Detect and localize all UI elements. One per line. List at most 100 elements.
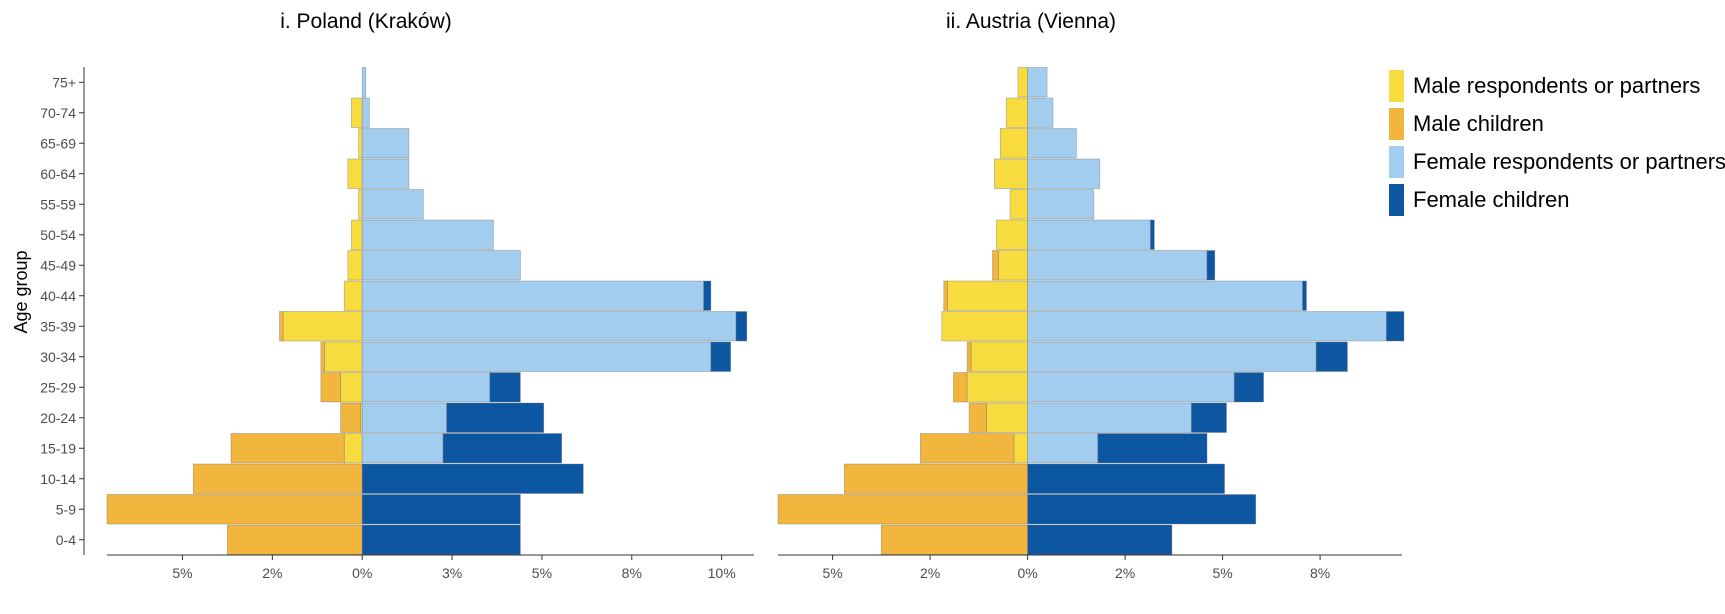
x-tick-label: 5% [172, 565, 192, 581]
bar-male-resp-35-39 [282, 311, 363, 342]
x-tick-label: 2% [920, 565, 940, 581]
y-axis-title: Age group [11, 250, 31, 333]
bar-female-resp-65-69 [361, 128, 410, 159]
bar-male-child-10-14 [192, 463, 363, 494]
bar-female-resp-40-44 [361, 280, 705, 311]
legend-swatch-male-child [1389, 108, 1404, 140]
bar-male-resp-70-74 [351, 97, 363, 128]
x-tick-label: 8% [1310, 565, 1330, 581]
y-tick-label: 70-74 [40, 105, 76, 121]
bar-female-child-35-39 [1386, 311, 1405, 342]
bar-male-child-15-19 [919, 433, 1015, 464]
panel-austria: 5% 2% 0% 2% 5% 8% [777, 67, 1405, 581]
bar-male-resp-15-19 [343, 433, 363, 464]
legend: Male respondents or partners Male childre… [1389, 70, 1725, 216]
bar-male-resp-50-54 [351, 219, 363, 250]
bar-female-resp-65-69 [1027, 128, 1077, 159]
y-tick-label: 40-44 [40, 288, 76, 304]
bar-female-child-0-4 [1027, 524, 1173, 555]
bar-male-child-10-14 [843, 463, 1028, 494]
bar-female-resp-75+ [361, 67, 367, 98]
x-tick-label: 3% [442, 565, 462, 581]
panel-1-title: i. Poland (Kraków) [280, 10, 452, 33]
bar-female-resp-35-39 [1027, 311, 1387, 342]
bar-female-resp-70-74 [361, 97, 370, 128]
bar-male-child-45-49 [992, 250, 999, 281]
bar-male-resp-35-39 [941, 311, 1028, 342]
bar-male-resp-65-69 [999, 128, 1028, 159]
y-tick-label: 75+ [52, 74, 76, 90]
y-tick-label: 35-39 [40, 318, 76, 334]
bar-male-child-5-9 [777, 494, 1028, 525]
y-tick-label: 30-34 [40, 349, 76, 365]
y-tick-label: 65-69 [40, 135, 76, 151]
bar-male-resp-25-29 [340, 372, 363, 403]
bar-female-resp-30-34 [1027, 341, 1317, 372]
bar-female-child-40-44 [703, 280, 712, 311]
bar-female-resp-30-34 [361, 341, 712, 372]
bar-male-resp-75+ [1017, 67, 1028, 98]
bar-female-child-25-29 [1233, 372, 1264, 403]
bar-female-child-45-49 [1206, 250, 1216, 281]
bar-female-child-10-14 [361, 463, 584, 494]
y-tick-label: 25-29 [40, 379, 76, 395]
bar-female-resp-25-29 [361, 372, 491, 403]
bar-female-resp-35-39 [361, 311, 737, 342]
bar-female-resp-45-49 [1027, 250, 1208, 281]
bar-female-resp-40-44 [1027, 280, 1303, 311]
bar-female-child-25-29 [489, 372, 521, 403]
bar-male-resp-70-74 [1005, 97, 1028, 128]
bar-male-resp-45-49 [997, 250, 1028, 281]
bar-male-child-30-34 [966, 341, 972, 372]
legend-label-male-child: Male children [1413, 111, 1544, 136]
bar-female-resp-50-54 [361, 219, 494, 250]
bar-male-resp-60-64 [994, 158, 1028, 189]
y-tick-label: 10-14 [40, 471, 76, 487]
bar-male-resp-40-44 [947, 280, 1028, 311]
y-tick-label: 60-64 [40, 166, 76, 182]
bar-female-child-15-19 [442, 433, 563, 464]
bar-female-resp-60-64 [1027, 158, 1101, 189]
y-tick-label: 50-54 [40, 227, 76, 243]
bar-male-resp-15-19 [1013, 433, 1028, 464]
bar-female-child-50-54 [1150, 219, 1155, 250]
bar-female-resp-20-24 [361, 402, 448, 433]
bar-female-child-30-34 [1315, 341, 1348, 372]
bar-female-resp-60-64 [361, 158, 410, 189]
legend-swatch-female-child [1389, 184, 1404, 216]
bar-female-resp-20-24 [1027, 402, 1192, 433]
y-tick-label: 20-24 [40, 410, 76, 426]
bar-female-child-5-9 [361, 494, 521, 525]
bar-male-child-40-44 [943, 280, 949, 311]
y-tick-label: 15-19 [40, 440, 76, 456]
bar-male-resp-30-34 [324, 341, 363, 372]
bar-male-child-0-4 [880, 524, 1028, 555]
bar-male-child-20-24 [968, 402, 987, 433]
bar-female-resp-50-54 [1027, 219, 1151, 250]
bar-female-resp-45-49 [361, 250, 521, 281]
bar-male-resp-65-69 [358, 128, 363, 159]
x-tick-label: 5% [822, 565, 842, 581]
bar-male-resp-55-59 [1009, 189, 1028, 220]
y-tick-label: 45-49 [40, 257, 76, 273]
panel-poland: 5% 2% 0% 3% 5% 8% 10% 0-4 5-9 10-14 15-19 20-24 25-2… [40, 67, 754, 581]
bar-female-resp-55-59 [1027, 189, 1095, 220]
bar-male-resp-25-29 [966, 372, 1028, 403]
x-tick-label: 5% [532, 565, 552, 581]
bar-female-resp-55-59 [361, 189, 424, 220]
bar-male-child-0-4 [227, 524, 363, 555]
legend-label-female-child: Female children [1413, 187, 1570, 212]
bar-female-resp-15-19 [1027, 433, 1099, 464]
bar-female-child-0-4 [361, 524, 521, 555]
bar-female-child-15-19 [1097, 433, 1208, 464]
x-tick-label: 2% [262, 565, 282, 581]
bar-female-child-40-44 [1302, 280, 1307, 311]
x-tick-label: 0% [1017, 565, 1037, 581]
bar-female-child-20-24 [1191, 402, 1227, 433]
bar-female-child-30-34 [710, 341, 731, 372]
x-tick-label: 8% [622, 565, 642, 581]
bar-male-resp-45-49 [347, 250, 363, 281]
y-tick-label: 55-59 [40, 196, 76, 212]
legend-swatch-female-resp [1389, 146, 1404, 178]
